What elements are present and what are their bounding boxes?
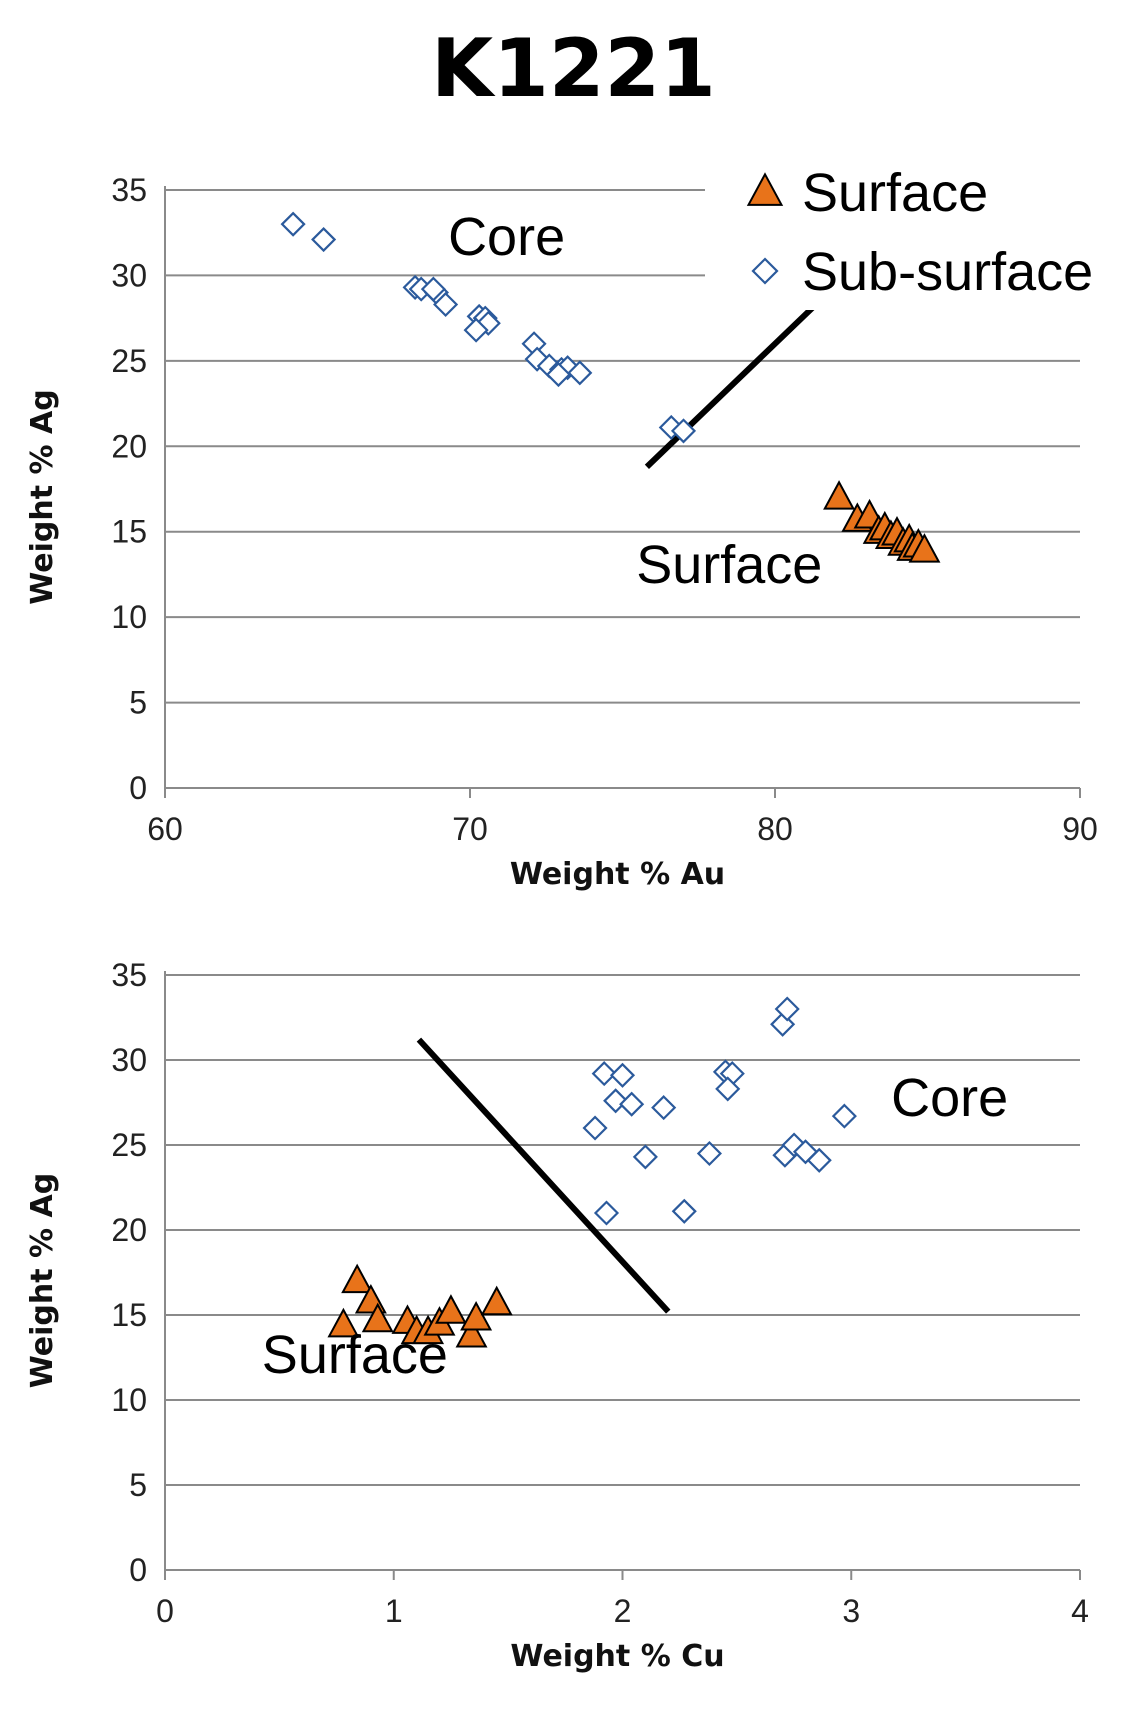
x-tick-label: 1 <box>385 1593 403 1629</box>
chart-cu-vs-ag: 0 5 10 15 20 25 30 35 0 1 2 3 4 Weight % Cu Weight % A… <box>25 957 1089 1674</box>
data-point-sub-surface <box>770 1011 796 1037</box>
series-sub-surface <box>280 211 697 444</box>
legend-marker-surface <box>746 172 784 206</box>
data-point-sub-surface <box>582 1115 608 1141</box>
data-point-sub-surface <box>831 1103 857 1129</box>
data-point-sub-surface <box>567 360 593 386</box>
y-tick-label: 35 <box>111 172 147 208</box>
y-tick-label: 20 <box>111 1212 147 1248</box>
x-tick-label: 2 <box>614 1593 632 1629</box>
y-tick-label: 20 <box>111 428 147 464</box>
data-point-surface <box>908 533 941 563</box>
data-point-surface <box>361 1302 394 1333</box>
data-point-sub-surface <box>603 1088 629 1114</box>
data-point-surface <box>341 1263 374 1294</box>
y-tick-label: 15 <box>111 514 147 550</box>
series-surface <box>823 480 941 563</box>
x-tick-label: 80 <box>757 811 793 847</box>
data-point-sub-surface <box>774 996 800 1022</box>
x-tick-label: 4 <box>1071 1593 1089 1629</box>
data-point-sub-surface <box>781 1132 807 1158</box>
y-tick-label: 25 <box>111 1127 147 1163</box>
data-point-sub-surface <box>433 291 459 318</box>
data-point-sub-surface <box>715 1076 741 1102</box>
data-point-sub-surface <box>593 1200 620 1226</box>
data-point-sub-surface <box>420 276 446 302</box>
data-point-surface <box>823 480 856 510</box>
data-point-sub-surface <box>670 418 697 444</box>
y-tick-label: 30 <box>111 257 147 293</box>
y-tick-label: 5 <box>129 685 147 721</box>
x-tick-label: 3 <box>842 1593 860 1629</box>
data-point-surface <box>480 1285 513 1316</box>
divider-line <box>644 300 820 469</box>
data-point-sub-surface <box>545 361 572 388</box>
y-tick-label: 35 <box>111 957 147 993</box>
y-axis-title: Weight % Ag <box>25 1173 60 1388</box>
data-point-sub-surface <box>806 1147 832 1173</box>
data-point-sub-surface <box>651 1095 677 1121</box>
y-tick-label: 0 <box>129 1552 147 1588</box>
legend: Surface Sub-surface <box>705 160 1135 310</box>
page-title: K1221 <box>431 22 716 115</box>
data-point-sub-surface <box>280 211 306 237</box>
y-tick-label: 10 <box>111 1382 147 1418</box>
annotation-core: Core <box>891 1068 1008 1128</box>
series-surface <box>327 1263 513 1348</box>
legend-background <box>705 160 1135 310</box>
annotation-surface: Surface <box>636 535 822 595</box>
series-sub-surface <box>582 996 857 1226</box>
data-point-sub-surface <box>475 310 501 336</box>
x-axis-title: Weight % Au <box>510 857 725 892</box>
data-point-sub-surface <box>311 226 337 253</box>
y-axis-title: Weight % Ag <box>25 389 60 604</box>
y-tick-label: 5 <box>129 1467 147 1503</box>
data-point-sub-surface <box>609 1062 636 1088</box>
data-point-surface <box>327 1307 360 1338</box>
y-tick-label: 0 <box>129 770 147 806</box>
y-tick-label: 15 <box>111 1297 147 1333</box>
data-point-sub-surface <box>671 1198 697 1224</box>
legend-label: Sub-surface <box>802 242 1093 302</box>
data-point-sub-surface <box>632 1144 658 1170</box>
y-tick-label: 10 <box>111 599 147 635</box>
x-axis-title: Weight % Cu <box>510 1639 724 1674</box>
data-point-surface <box>460 1300 493 1331</box>
legend-label: Surface <box>802 163 988 223</box>
x-tick-label: 60 <box>147 811 183 847</box>
annotation-core: Core <box>448 207 565 267</box>
annotation-surface: Surface <box>262 1325 448 1385</box>
data-point-sub-surface <box>463 317 489 343</box>
data-point-sub-surface <box>619 1091 645 1117</box>
data-point-sub-surface <box>591 1061 617 1087</box>
legend-marker-sub-surface <box>751 257 779 285</box>
x-tick-label: 70 <box>452 811 488 847</box>
y-tick-label: 30 <box>111 1042 147 1078</box>
y-tick-label: 25 <box>111 343 147 379</box>
data-point-surface <box>434 1294 467 1324</box>
chart-au-vs-ag: 0 5 10 15 20 25 30 35 60 70 80 90 Weight % Au Weight … <box>25 172 1098 892</box>
divider-line <box>416 1037 671 1314</box>
data-point-sub-surface <box>696 1140 722 1167</box>
x-tick-label: 0 <box>156 1593 174 1629</box>
data-point-surface <box>455 1317 488 1348</box>
x-tick-label: 90 <box>1062 811 1098 847</box>
data-point-sub-surface <box>524 346 550 372</box>
